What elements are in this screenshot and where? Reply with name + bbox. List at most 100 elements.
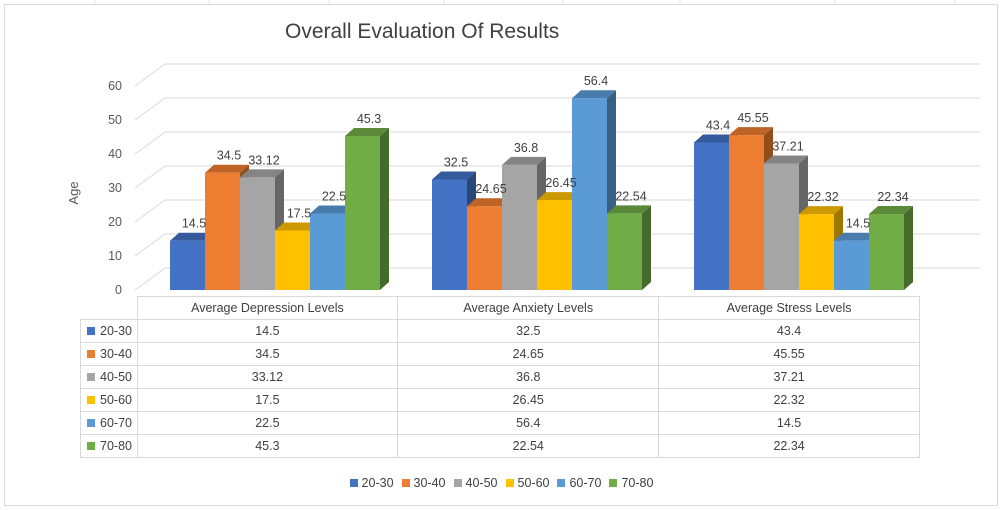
data-label: 33.12 (248, 153, 279, 167)
bar-front (170, 240, 205, 290)
data-table-cell: 32.5 (397, 319, 660, 343)
data-table-row: 30-40 34.5 24.65 45.55 (80, 342, 920, 366)
y-tick-label: 30 (108, 181, 122, 195)
data-label: 14.5 (182, 217, 206, 231)
bar-top (205, 164, 249, 173)
data-table-row: 60-70 22.5 56.4 14.5 (80, 411, 920, 435)
legend-item: 30-40 (401, 476, 446, 490)
data-table-series-name: 60-70 (100, 416, 132, 430)
data-table-cell: 36.8 (397, 365, 660, 389)
legend-swatch (453, 478, 462, 487)
bar-front (345, 135, 380, 290)
chart-plot: 0 10 20 30 40 50 60 Age 14.5 34.5 33.12 17.5 22.5 45.… (66, 63, 980, 297)
data-label: 22.32 (807, 190, 838, 204)
bar-top (537, 192, 581, 201)
bar-top (432, 171, 476, 180)
data-label: 14.5 (846, 217, 870, 231)
legend-swatch (401, 478, 410, 487)
data-table-cell: 33.12 (136, 365, 399, 389)
legend-item: 20-30 (349, 476, 394, 490)
y-tick-label: 40 (108, 147, 122, 161)
bar-top (729, 127, 773, 136)
data-table-row: 50-60 17.5 26.45 22.32 (80, 388, 920, 412)
bar-front (572, 98, 607, 291)
data-label: 22.54 (615, 189, 646, 203)
bar-front (607, 213, 642, 290)
legend-label: 60-70 (569, 476, 602, 490)
data-table-series-name: 40-50 (100, 370, 132, 384)
legend-label: 20-30 (361, 476, 394, 490)
bar-front (834, 240, 869, 290)
data-label: 22.34 (877, 190, 908, 204)
bar-front (694, 142, 729, 290)
data-table-row: 70-80 45.3 22.54 22.34 (80, 434, 920, 458)
legend-swatch (557, 478, 566, 487)
data-table-cell: 43.4 (658, 319, 920, 343)
bar (869, 206, 913, 290)
data-table-row: 40-50 33.12 36.8 37.21 (80, 365, 920, 389)
data-label: 56.4 (584, 74, 608, 88)
data-table-cell: 34.5 (136, 342, 399, 366)
bar-front (275, 230, 310, 290)
data-table-cell: 26.45 (397, 388, 660, 412)
data-table-series-name: 30-40 (100, 347, 132, 361)
data-label: 43.4 (706, 118, 730, 132)
data-label: 45.3 (357, 112, 381, 126)
chart-data-table: Average Depression Levels Average Anxiet… (80, 296, 920, 458)
legend-key-swatch (87, 349, 95, 358)
bar-front (205, 172, 240, 290)
bar-top (310, 205, 354, 214)
bar-top (240, 169, 284, 178)
legend-key-swatch (87, 418, 95, 427)
data-table-cell: 56.4 (397, 411, 660, 435)
chart-legend: 20-30 30-40 40-50 50-60 60-70 70-80 (0, 476, 1003, 490)
bar-front (502, 164, 537, 290)
data-table-cell: 22.5 (136, 411, 399, 435)
bar-top (502, 156, 546, 165)
gridline-depth (134, 267, 166, 291)
bar-front (240, 177, 275, 290)
bar-front (467, 206, 502, 290)
data-table-cell: 17.5 (136, 388, 399, 412)
bar-top (607, 205, 651, 214)
data-table-series-key: 60-70 (80, 411, 138, 435)
bar-top (799, 206, 843, 215)
gridline-depth (134, 199, 166, 223)
gridline-depth (134, 131, 166, 155)
y-tick-label: 20 (108, 215, 122, 229)
data-table-category-header: Average Stress Levels (658, 296, 920, 320)
data-label: 36.8 (514, 141, 538, 155)
data-table-cell: 14.5 (136, 319, 399, 343)
legend-item: 40-50 (453, 476, 498, 490)
bar-top (467, 198, 511, 207)
chart-title: Overall Evaluation Of Results (285, 20, 560, 43)
data-table-cell: 37.21 (658, 365, 920, 389)
data-table-series-key: 70-80 (80, 434, 138, 458)
bar-top (834, 232, 878, 241)
y-axis-title: Age (66, 181, 81, 204)
data-label: 37.21 (772, 139, 803, 153)
data-table-cell: 22.54 (397, 434, 660, 458)
bar-top (275, 222, 319, 231)
legend-item: 60-70 (557, 476, 601, 490)
legend-key-swatch (87, 395, 95, 404)
data-label: 32.5 (444, 156, 468, 170)
data-label: 26.45 (545, 176, 576, 190)
bar-front (869, 214, 904, 290)
y-tick-label: 10 (108, 249, 122, 263)
gridline-depth (134, 165, 166, 189)
bar-top (170, 232, 214, 241)
y-tick-label: 0 (115, 283, 122, 297)
data-table-category-header: Average Depression Levels (136, 296, 399, 320)
data-table-cell: 45.55 (658, 342, 920, 366)
data-table-corner (80, 296, 138, 320)
legend-key-swatch (87, 441, 95, 450)
data-table-series-key: 20-30 (80, 319, 138, 343)
legend-label: 70-80 (621, 476, 654, 490)
bar-front (729, 135, 764, 290)
data-table-series-name: 20-30 (100, 324, 132, 338)
bar-front (799, 214, 834, 290)
data-table-series-key: 40-50 (80, 365, 138, 389)
gridline-depth (134, 63, 166, 87)
data-table-cell: 22.32 (658, 388, 920, 412)
